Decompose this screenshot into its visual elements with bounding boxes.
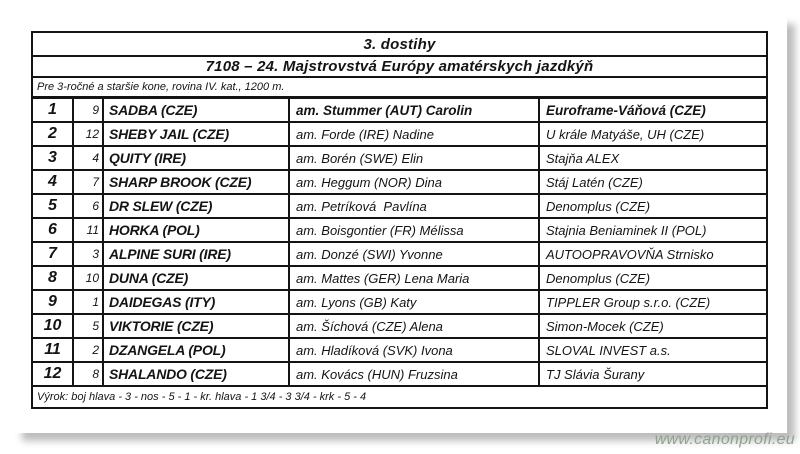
horse-cell: SADBA (CZE) xyxy=(104,99,290,121)
jockey-cell: am. Forde (IRE) Nadine xyxy=(290,123,540,145)
horse-cell: ALPINE SURI (IRE) xyxy=(104,243,290,265)
table-row: 10 5 VIKTORIE (CZE) am. Šíchová (CZE) Al… xyxy=(33,315,766,339)
table-row: 3 4 QUITY (IRE) am. Borén (SWE) Elin Sta… xyxy=(33,147,766,171)
number-cell: 3 xyxy=(74,243,104,265)
number-cell: 6 xyxy=(74,195,104,217)
jockey-cell: am. Petríková Pavlína xyxy=(290,195,540,217)
jockey-cell: am. Borén (SWE) Elin xyxy=(290,147,540,169)
jockey-cell: am. Stummer (AUT) Carolin xyxy=(290,99,540,121)
rank-cell: 12 xyxy=(33,363,74,385)
race-subtitle: 7108 – 24. Majstrovstvá Európy amatérsky… xyxy=(205,58,594,75)
table-row: 7 3 ALPINE SURI (IRE) am. Donzé (SWI) Yv… xyxy=(33,243,766,267)
rank-cell: 1 xyxy=(33,99,74,121)
verdict-text: Výrok: boj hlava - 3 - nos - 5 - 1 - kr.… xyxy=(37,391,367,403)
number-cell: 4 xyxy=(74,147,104,169)
rank-cell: 9 xyxy=(33,291,74,313)
rank-cell: 10 xyxy=(33,315,74,337)
race-title-row: 3. dostihy xyxy=(33,33,766,57)
rank-cell: 6 xyxy=(33,219,74,241)
jockey-cell: am. Lyons (GB) Katy xyxy=(290,291,540,313)
rank-cell: 7 xyxy=(33,243,74,265)
number-cell: 8 xyxy=(74,363,104,385)
table-row: 6 11 HORKA (POL) am. Boisgontier (FR) Mé… xyxy=(33,219,766,243)
owner-cell: Euroframe-Váňová (CZE) xyxy=(546,102,706,118)
table-row: 9 1 DAIDEGAS (ITY) am. Lyons (GB) Katy T… xyxy=(33,291,766,315)
jockey-cell: am. Hladíková (SVK) Ivona xyxy=(290,339,540,361)
watermark-text: www.canonprofi.eu xyxy=(654,431,795,448)
number-cell: 2 xyxy=(74,339,104,361)
owner-cell: Stáj Latén (CZE) xyxy=(546,174,643,190)
table-row: 5 6 DR SLEW (CZE) am. Petríková Pavlína … xyxy=(33,195,766,219)
owner-cell: Simon-Mocek (CZE) xyxy=(546,318,664,334)
table-row: 2 12 SHEBY JAIL (CZE) am. Forde (IRE) Na… xyxy=(33,123,766,147)
owner-cell: Denomplus (CZE) xyxy=(546,198,651,214)
number-cell: 1 xyxy=(74,291,104,313)
owner-cell: U krále Matyáše, UH (CZE) xyxy=(546,126,705,142)
rank-cell: 11 xyxy=(33,339,74,361)
rank-cell: 8 xyxy=(33,267,74,289)
race-subtitle-row: 7108 – 24. Majstrovstvá Európy amatérsky… xyxy=(33,57,766,78)
horse-cell: VIKTORIE (CZE) xyxy=(104,315,290,337)
horse-cell: QUITY (IRE) xyxy=(104,147,290,169)
owner-cell: SLOVAL INVEST a.s. xyxy=(546,342,671,358)
rank-cell: 2 xyxy=(33,123,74,145)
horse-cell: SHALANDO (CZE) xyxy=(104,363,290,385)
number-cell: 9 xyxy=(74,99,104,121)
jockey-cell: am. Kovács (HUN) Fruzsina xyxy=(290,363,540,385)
owner-cell: AUTOOPRAVOVŇA Strnisko xyxy=(546,246,714,262)
horse-cell: DAIDEGAS (ITY) xyxy=(104,291,290,313)
table-row: 8 10 DUNA (CZE) am. Mattes (GER) Lena Ma… xyxy=(33,267,766,291)
horse-cell: SHEBY JAIL (CZE) xyxy=(104,123,290,145)
horse-cell: DZANGELA (POL) xyxy=(104,339,290,361)
race-conditions-row: Pre 3-ročné a staršie kone, rovina IV. k… xyxy=(33,78,766,99)
jockey-cell: am. Šíchová (CZE) Alena xyxy=(290,315,540,337)
rank-cell: 4 xyxy=(33,171,74,193)
document-page: 3. dostihy 7108 – 24. Majstrovstvá Európ… xyxy=(10,12,787,433)
jockey-cell: am. Boisgontier (FR) Mélissa xyxy=(290,219,540,241)
horse-cell: SHARP BROOK (CZE) xyxy=(104,171,290,193)
race-conditions: Pre 3-ročné a staršie kone, rovina IV. k… xyxy=(37,81,285,93)
owner-cell: Stajňa ALEX xyxy=(546,150,620,166)
number-cell: 11 xyxy=(74,219,104,241)
race-results-table: 3. dostihy 7108 – 24. Majstrovstvá Európ… xyxy=(31,31,768,409)
rank-cell: 5 xyxy=(33,195,74,217)
table-row: 1 9 SADBA (CZE) am. Stummer (AUT) Caroli… xyxy=(33,99,766,123)
table-row: 11 2 DZANGELA (POL) am. Hladíková (SVK) … xyxy=(33,339,766,363)
jockey-cell: am. Mattes (GER) Lena Maria xyxy=(290,267,540,289)
number-cell: 10 xyxy=(74,267,104,289)
owner-cell: Stajnia Beniaminek II (POL) xyxy=(546,222,707,238)
owner-cell: TIPPLER Group s.r.o. (CZE) xyxy=(546,294,711,310)
horse-cell: DUNA (CZE) xyxy=(104,267,290,289)
race-title: 3. dostihy xyxy=(363,35,436,53)
number-cell: 12 xyxy=(74,123,104,145)
jockey-cell: am. Donzé (SWI) Yvonne xyxy=(290,243,540,265)
table-row: 4 7 SHARP BROOK (CZE) am. Heggum (NOR) D… xyxy=(33,171,766,195)
number-cell: 5 xyxy=(74,315,104,337)
horse-cell: HORKA (POL) xyxy=(104,219,290,241)
table-row: 12 8 SHALANDO (CZE) am. Kovács (HUN) Fru… xyxy=(33,363,766,387)
jockey-cell: am. Heggum (NOR) Dina xyxy=(290,171,540,193)
rank-cell: 3 xyxy=(33,147,74,169)
owner-cell: Denomplus (CZE) xyxy=(546,270,651,286)
horse-cell: DR SLEW (CZE) xyxy=(104,195,290,217)
number-cell: 7 xyxy=(74,171,104,193)
verdict-row: Výrok: boj hlava - 3 - nos - 5 - 1 - kr.… xyxy=(33,387,766,407)
owner-cell: TJ Slávia Šurany xyxy=(546,366,645,382)
